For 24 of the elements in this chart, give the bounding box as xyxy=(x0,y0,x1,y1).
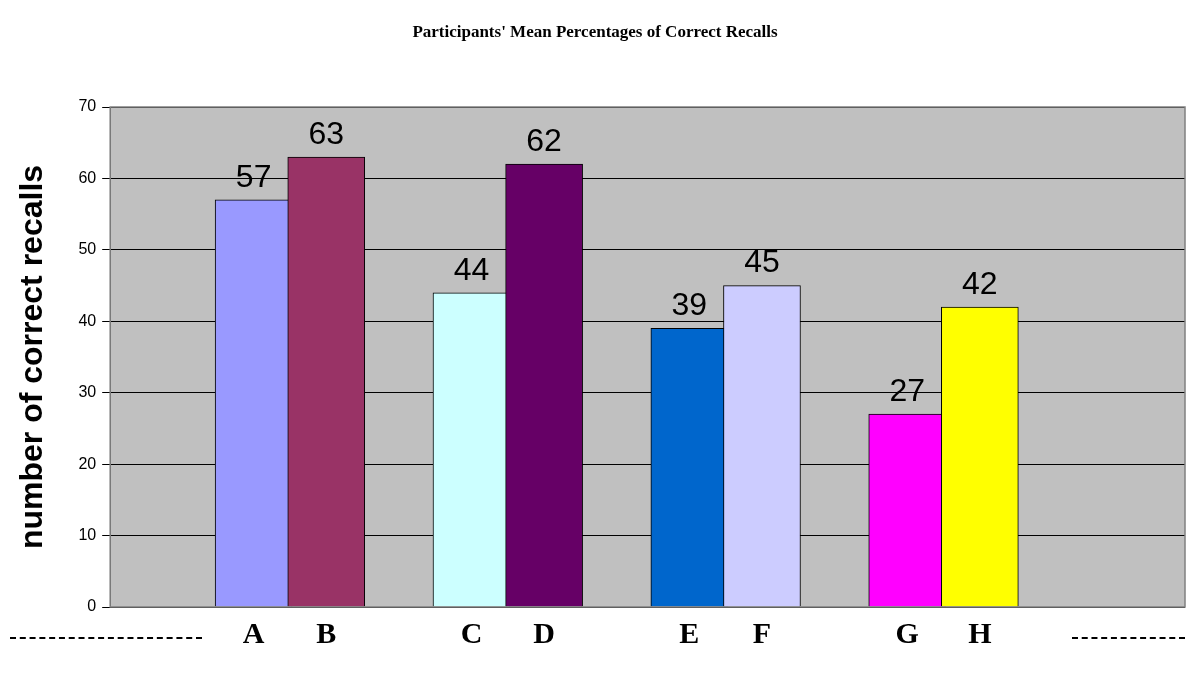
data-label: 45 xyxy=(744,243,780,280)
y-tick-label: 70 xyxy=(78,97,97,115)
data-label: 39 xyxy=(671,286,708,323)
x-tick-label: G xyxy=(895,615,919,649)
y-tick-label: 20 xyxy=(78,454,97,472)
x-tick-label: B xyxy=(316,615,337,649)
data-label: 63 xyxy=(308,114,345,151)
chart-title: Participants' Mean Percentages of Correct Recalls xyxy=(411,22,779,42)
y-tick-label: 0 xyxy=(87,597,97,615)
y-tick-label: 60 xyxy=(78,168,97,186)
y-tick-label: 30 xyxy=(78,383,97,401)
y-axis-title: number of correct recalls xyxy=(13,164,50,550)
x-tick-label: H xyxy=(968,615,992,649)
x-tick-label: C xyxy=(460,615,483,649)
data-label: 44 xyxy=(453,250,490,287)
x-tick-label: E xyxy=(679,615,700,649)
y-tick-label: 50 xyxy=(78,240,97,258)
y-tick-label: 10 xyxy=(78,525,97,543)
x-tick-label: F xyxy=(752,615,772,649)
data-label: 62 xyxy=(526,121,562,158)
x-tick-label: A xyxy=(242,615,265,649)
data-label: 42 xyxy=(962,264,998,301)
y-tick-label: 40 xyxy=(78,311,97,329)
x-tick-label: D xyxy=(533,615,555,649)
